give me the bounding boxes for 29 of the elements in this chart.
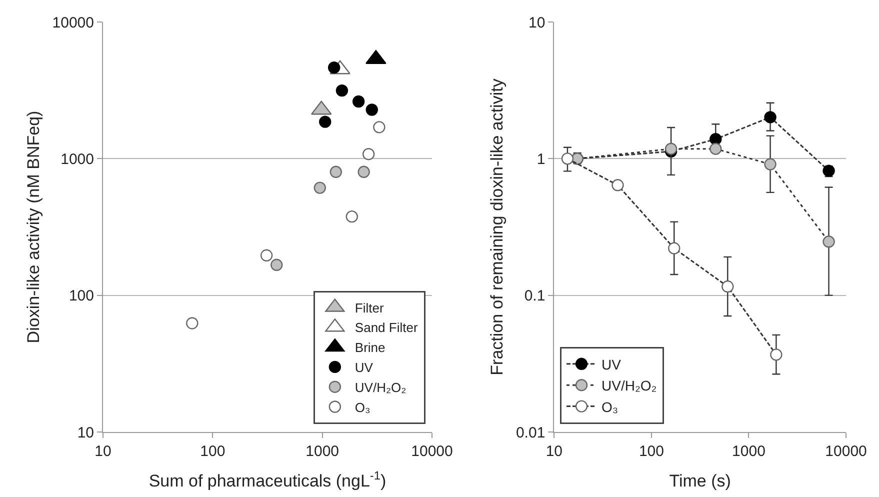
y-tick-label: 100	[68, 288, 94, 305]
y-tick-label: 10	[528, 14, 546, 32]
x-tick-label: 100	[638, 443, 664, 460]
legend-label: Brine	[354, 340, 386, 356]
y-axis-title: Fraction of remaining dioxin-like activity	[488, 78, 507, 376]
y-tick-label: 0.01	[516, 424, 546, 442]
x-tick-label: 10	[94, 443, 112, 460]
x-tick-label: 10000	[411, 443, 453, 460]
legend-label: UV/H₂O₂	[602, 378, 657, 394]
y-tick-label: 10000	[52, 14, 94, 32]
x-axis-title: Time (s)	[669, 471, 731, 490]
x-tick-label: 100	[200, 443, 226, 460]
x-tick-label: 1000	[732, 443, 766, 460]
legend-label: Sand Filter	[354, 320, 418, 336]
y-tick-label: 1000	[60, 150, 94, 168]
y-tick-label: 0.1	[524, 288, 546, 305]
legend-label: Filter	[354, 300, 384, 316]
x-tick-label: 10	[546, 443, 563, 460]
legend-label: UV/H₂O₂	[354, 380, 406, 395]
legend-label: UV	[354, 360, 374, 376]
legend-label: UV	[602, 356, 622, 372]
legend-label: O₃	[354, 400, 370, 415]
y-axis-title: Dioxin-like activity (nM BNFeq)	[24, 110, 43, 344]
y-tick-label: 1	[536, 150, 546, 168]
legend-label: O₃	[602, 398, 618, 415]
x-tick-label: 10000	[825, 443, 867, 460]
x-axis-title: Sum of pharmaceuticals (ngL$^{-1}$)	[148, 468, 386, 490]
x-tick-label: 1000	[306, 443, 340, 460]
y-tick-label: 10	[77, 424, 94, 442]
